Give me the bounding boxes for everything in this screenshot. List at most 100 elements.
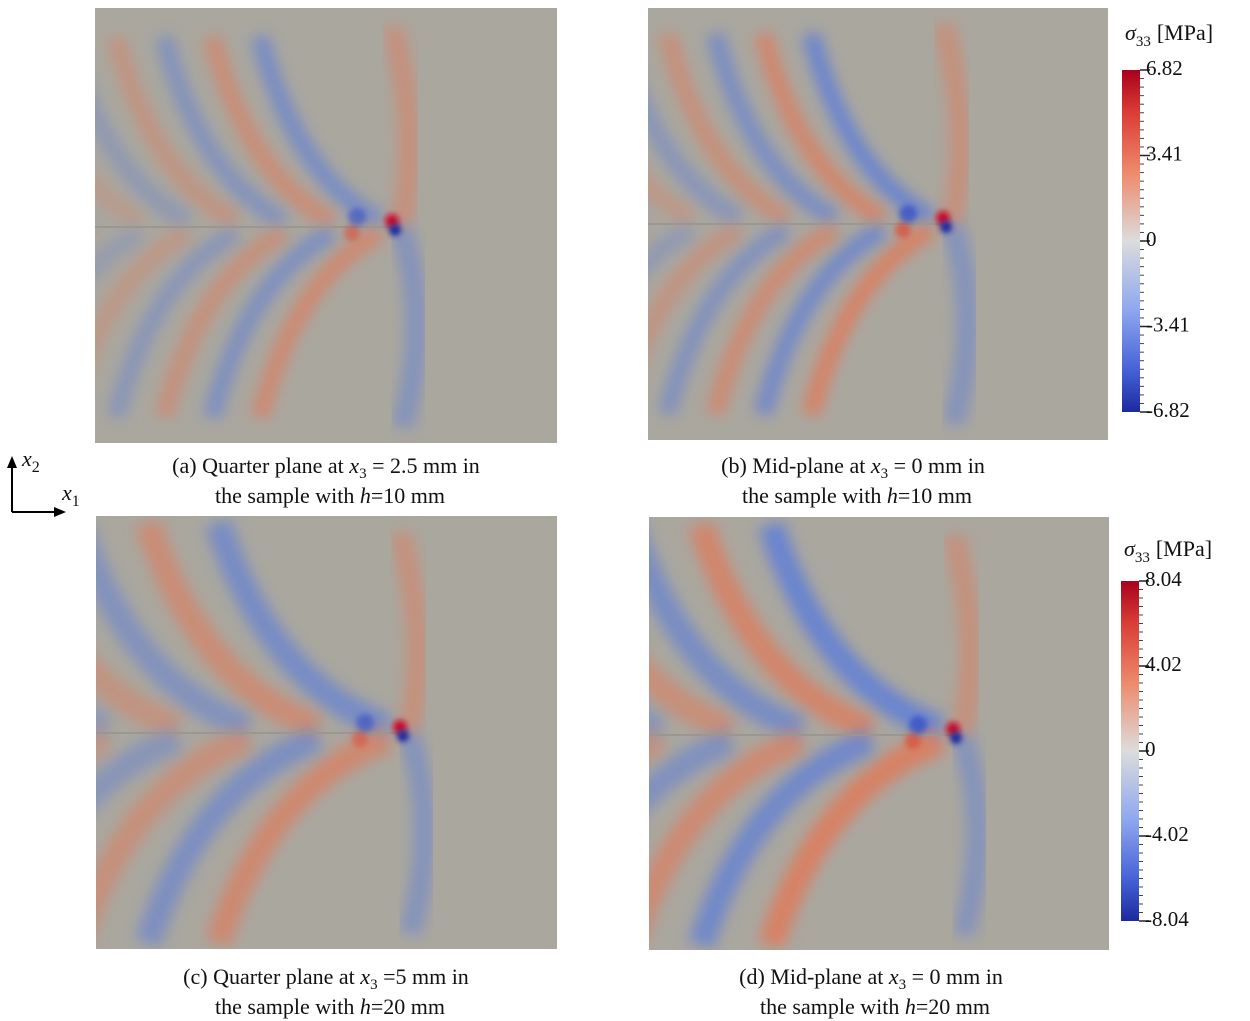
wave-arm	[203, 225, 337, 420]
stress-field	[648, 8, 1108, 440]
wave-arm	[688, 728, 876, 949]
caption-text: (c) Quarter plane at	[183, 964, 360, 989]
caption-text: (d) Mid-plane at	[739, 964, 889, 989]
caption-line: the sample with h=20 mm	[760, 994, 990, 1019]
caption-text: (a) Quarter plane at	[172, 453, 349, 478]
wave-arm	[649, 658, 736, 742]
wave-arm	[96, 726, 183, 810]
stress-field	[649, 517, 1109, 950]
wave-arm	[96, 726, 113, 759]
axis-var: x	[61, 480, 72, 505]
wave-arm	[758, 728, 946, 949]
tip-hot2	[344, 225, 360, 241]
wave-arm	[107, 225, 241, 420]
colorbar-title: σ33 [MPa]	[1125, 20, 1213, 50]
tip-cold2	[899, 205, 917, 223]
tip-hot2	[352, 731, 368, 747]
tick-label: -6.82	[1146, 398, 1190, 422]
axis-sub: 1	[72, 493, 80, 510]
wave-arm	[754, 222, 888, 417]
tick-label: 8.04	[1145, 567, 1182, 591]
wave-arm	[706, 222, 840, 417]
wave-arm	[0, 739, 38, 943]
wave-arm	[107, 34, 241, 229]
caption-text: the sample with	[760, 994, 905, 1019]
tip-cold	[950, 732, 962, 744]
wave-arm	[96, 707, 113, 740]
axis-arrows	[11, 462, 60, 513]
wave-arm	[205, 519, 393, 740]
arrow-heads	[7, 456, 66, 517]
stress-field	[0, 516, 557, 949]
axes-indicator	[7, 456, 66, 517]
wave-arm	[95, 173, 145, 229]
tip-cold2	[356, 714, 374, 732]
tip-cold	[397, 730, 409, 742]
wave-arm	[688, 521, 876, 742]
colorbar-sub: 33	[1135, 550, 1150, 566]
tip-hot2	[905, 733, 921, 749]
caption-text: =20 mm	[916, 994, 990, 1019]
caption-var: x	[888, 964, 899, 989]
wave-arm	[649, 728, 806, 933]
tick-label: -4.02	[1145, 822, 1189, 846]
stress-field	[95, 8, 557, 443]
wave-arm	[203, 34, 337, 229]
wave-arm	[95, 212, 97, 216]
tick-label: 4.02	[1145, 652, 1182, 676]
wave-arm	[95, 225, 145, 281]
wave-arm	[96, 726, 253, 931]
caption-text: = 0 mm in	[888, 453, 985, 478]
colorbar	[1122, 70, 1140, 412]
wave-arm	[135, 519, 323, 740]
colorbar-title: σ33 [MPa]	[1124, 536, 1212, 566]
wave-arm	[706, 31, 840, 226]
wave-arm	[205, 726, 393, 947]
wave-arm	[155, 225, 289, 420]
wave-arm	[658, 222, 792, 417]
caption-line: (a) Quarter plane at x3 = 2.5 mm in	[172, 453, 480, 482]
caption-var: x	[348, 453, 359, 478]
lobe	[381, 24, 421, 230]
caption-text: (b) Mid-plane at	[721, 453, 871, 478]
lobe	[397, 729, 436, 936]
caption-text: the sample with	[742, 483, 887, 508]
caption-var: h	[905, 994, 916, 1019]
caption-line: the sample with h=20 mm	[215, 994, 445, 1019]
lobe	[950, 731, 989, 938]
caption-text: =10 mm	[371, 483, 445, 508]
wave-arm	[155, 34, 289, 229]
wave-arm	[648, 93, 744, 226]
colorbar-sub: 33	[1136, 34, 1151, 50]
wave-arm	[96, 535, 253, 740]
wave-arm	[648, 222, 744, 355]
lobe	[389, 223, 428, 430]
wave-arm	[649, 728, 736, 812]
tip-cold2	[348, 208, 366, 226]
caption-text: =10 mm	[898, 483, 972, 508]
caption-var: x	[359, 964, 370, 989]
wave-arm	[95, 91, 193, 229]
lobe	[932, 21, 972, 227]
caption-sub: 3	[359, 466, 367, 482]
wave-arm	[648, 172, 696, 226]
caption-text: the sample with	[215, 994, 360, 1019]
axis-label: x1	[61, 480, 80, 510]
tick-label: -3.41	[1146, 312, 1190, 336]
caption-var: h	[360, 483, 371, 508]
colorbar-symbol: σ	[1124, 536, 1136, 561]
tick-label: 0	[1145, 737, 1156, 761]
wave-arm	[802, 222, 936, 417]
wave-arm	[754, 31, 888, 226]
wave-arm	[648, 222, 696, 276]
caption-text: =20 mm	[371, 994, 445, 1019]
wave-arm	[135, 726, 323, 947]
wave-arm	[758, 521, 946, 742]
lobe	[389, 530, 429, 736]
caption-text: the sample with	[215, 483, 360, 508]
caption-text: = 2.5 mm in	[367, 453, 480, 478]
wave-arm	[658, 31, 792, 226]
caption-var: h	[360, 994, 371, 1019]
caption-sub: 3	[370, 977, 378, 993]
caption-line: (c) Quarter plane at x3 =5 mm in	[183, 964, 469, 993]
